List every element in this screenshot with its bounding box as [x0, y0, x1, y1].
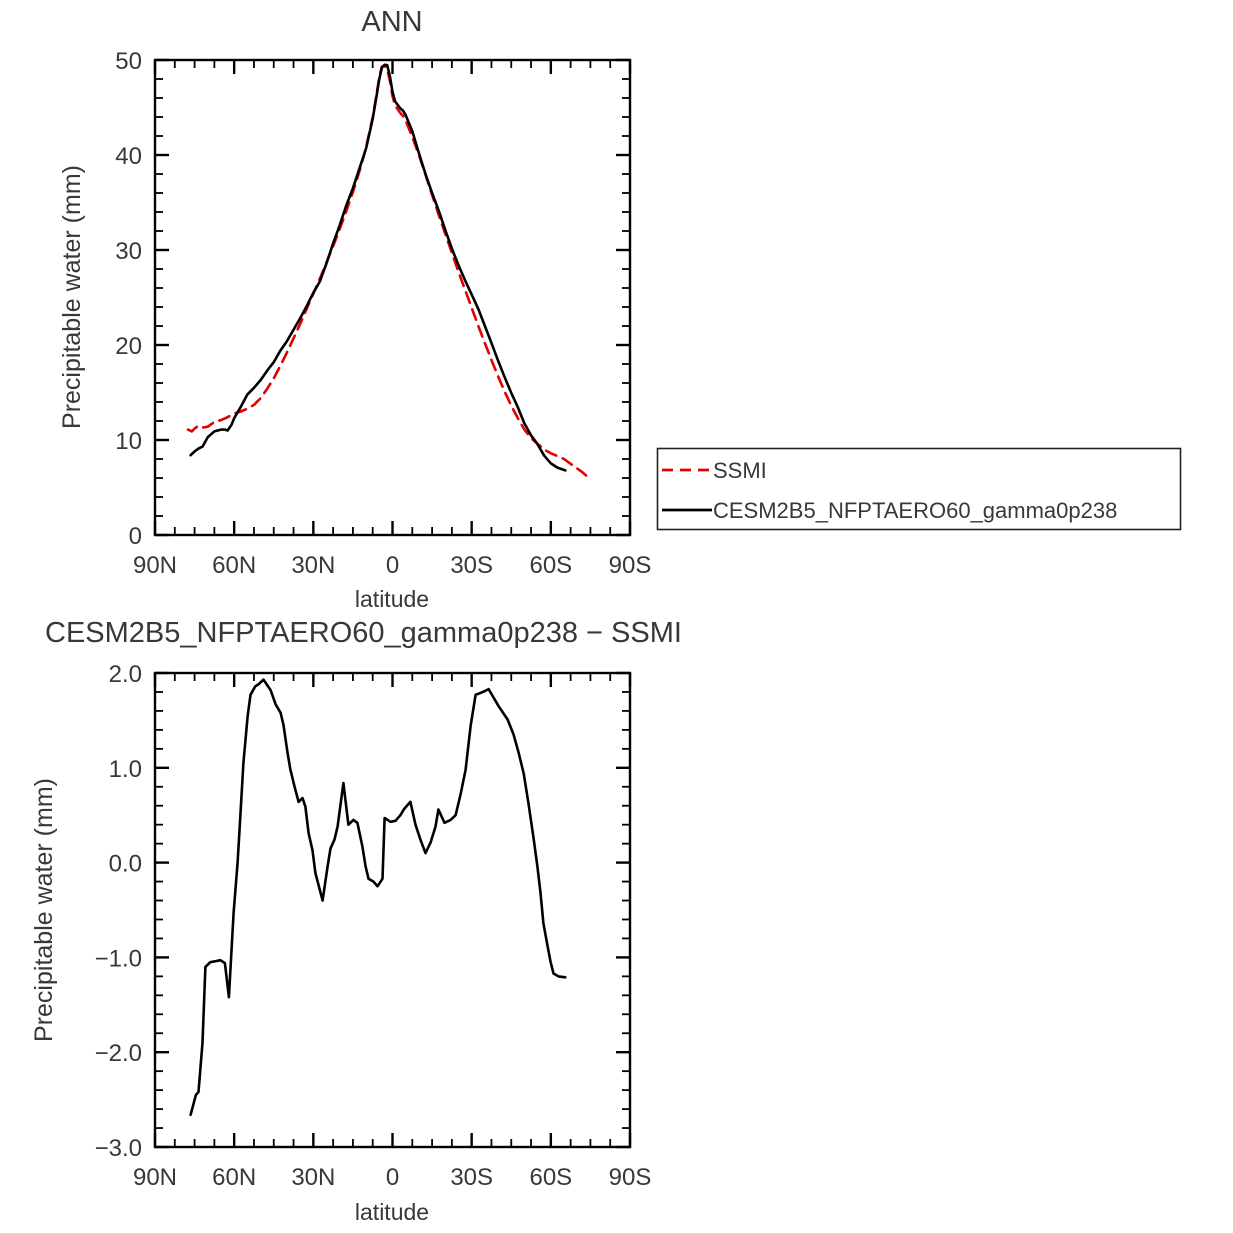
legend-label-cesm: CESM2B5_NFPTAERO60_gamma0p238 — [713, 498, 1117, 523]
series-ssmi — [186, 64, 590, 479]
y-tick-label: 50 — [115, 48, 142, 75]
x-tick-label: 0 — [386, 1164, 399, 1191]
series-cesm2b5-nfptaero60-gamma0p238-minus-ssmi — [189, 678, 567, 1117]
y-tick-label: 0 — [129, 523, 142, 550]
bottom-chart-xlabel: latitude — [355, 1199, 429, 1225]
y-tick-label: 40 — [115, 143, 142, 170]
plot-box — [153, 671, 632, 1149]
plot-box — [153, 58, 632, 537]
x-tick-label: 90N — [133, 1164, 177, 1191]
legend-label-ssmi: SSMI — [713, 458, 767, 483]
x-tick-label: 30S — [450, 552, 493, 579]
y-tick-label: 0.0 — [109, 851, 142, 878]
top-chart-curves — [186, 63, 590, 479]
x-tick-label: 0 — [386, 552, 399, 579]
x-tick-label: 30S — [450, 1164, 493, 1191]
x-tick-label: 60N — [212, 552, 256, 579]
top-chart-xlabel: latitude — [355, 586, 429, 612]
x-tick-label: 60S — [529, 1164, 572, 1191]
x-tick-label: 60N — [212, 1164, 256, 1191]
y-tick-label: −2.0 — [95, 1040, 142, 1067]
x-tick-label: 30N — [291, 1164, 335, 1191]
x-tick-label: 30N — [291, 552, 335, 579]
y-tick-label: 2.0 — [109, 661, 142, 688]
y-tick-label: 30 — [115, 238, 142, 265]
bottom-chart-axes: 90N 60N 30N 0 30S 60S 90S −3.0 −2.0 −1.0 0.0 1.0 2.0 — [95, 661, 652, 1191]
bottom-chart-title: CESM2B5_NFPTAERO60_gamma0p238 − SSMI — [45, 617, 682, 649]
y-tick-label: −1.0 — [95, 945, 142, 972]
y-tick-label: −3.0 — [95, 1135, 142, 1162]
x-tick-label: 90S — [609, 1164, 652, 1191]
series-cesm2b5-nfptaero60-gamma0p238 — [189, 63, 567, 472]
y-tick-label: 10 — [115, 428, 142, 455]
x-tick-label: 90N — [133, 552, 177, 579]
y-tick-label: 20 — [115, 333, 142, 360]
x-tick-label: 60S — [529, 552, 572, 579]
bottom-chart-ylabel: Precipitable water (mm) — [30, 778, 58, 1042]
top-chart-title: ANN — [361, 6, 422, 38]
top-chart-ylabel: Precipitable water (mm) — [58, 165, 86, 429]
top-chart-axes: 90N 60N 30N 0 30S 60S 90S 0 10 20 30 40 50 — [115, 48, 651, 579]
legend-box — [656, 447, 1182, 531]
y-tick-label: 1.0 — [109, 756, 142, 783]
bottom-chart-curves — [189, 678, 567, 1117]
x-tick-label: 90S — [609, 552, 652, 579]
